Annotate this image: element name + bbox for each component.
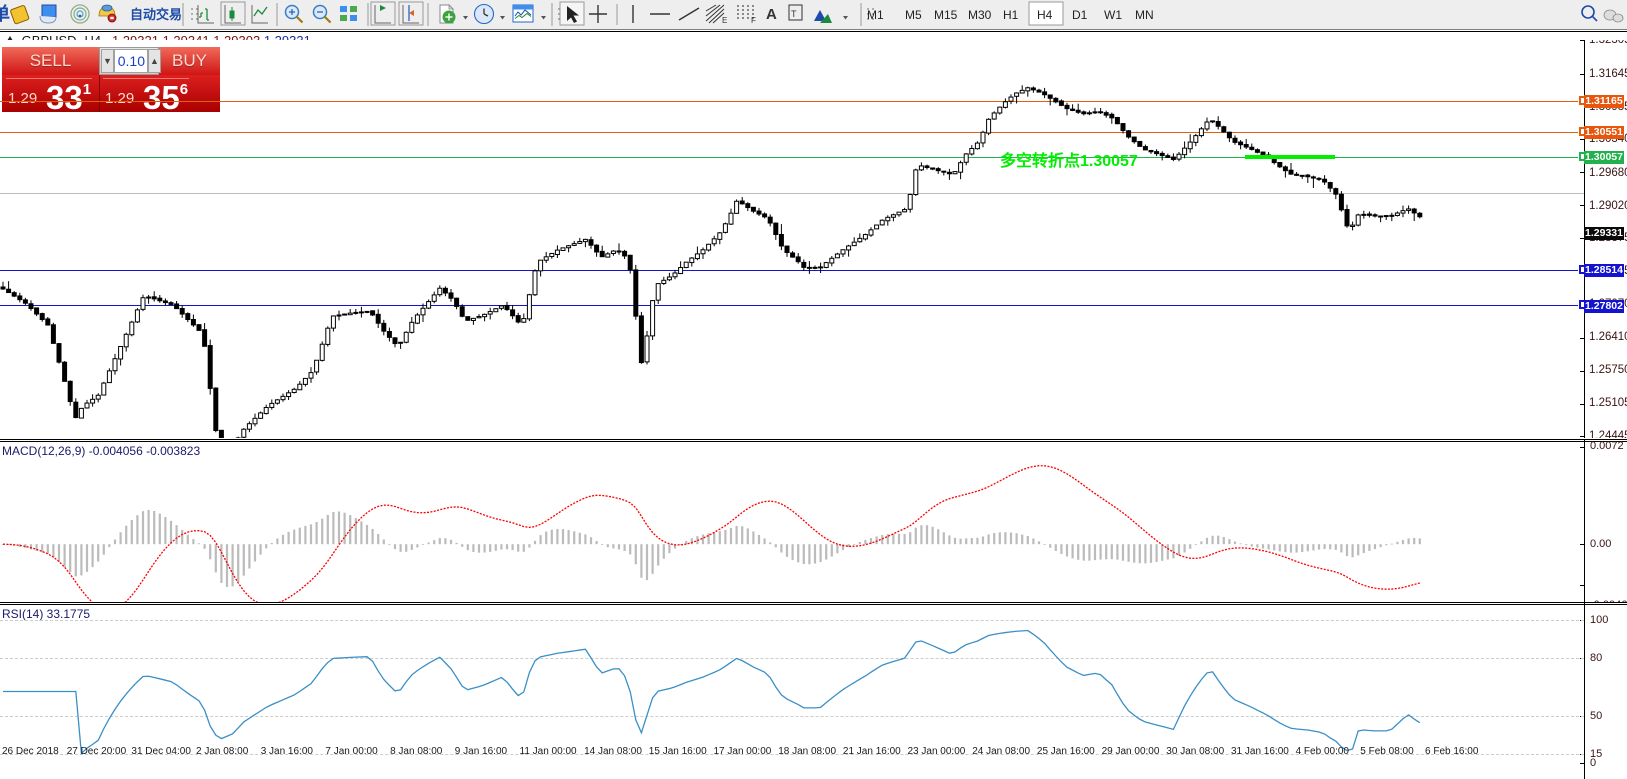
svg-text:W1: W1 [1104, 8, 1122, 22]
svg-text:F: F [751, 16, 756, 25]
svg-text:T: T [791, 9, 797, 19]
svg-text:A: A [766, 6, 777, 23]
svg-text:M1: M1 [867, 8, 884, 22]
svg-text:M30: M30 [968, 8, 992, 22]
svg-text:H1: H1 [1003, 8, 1019, 22]
svg-text:M15: M15 [934, 8, 958, 22]
svg-text:E: E [722, 16, 727, 25]
svg-text:M5: M5 [905, 8, 922, 22]
svg-text:单: 单 [0, 3, 10, 24]
svg-text:D1: D1 [1072, 8, 1088, 22]
svg-text:自动交易: 自动交易 [130, 7, 182, 22]
svg-text:MN: MN [1135, 8, 1154, 22]
svg-text:H4: H4 [1037, 8, 1053, 22]
